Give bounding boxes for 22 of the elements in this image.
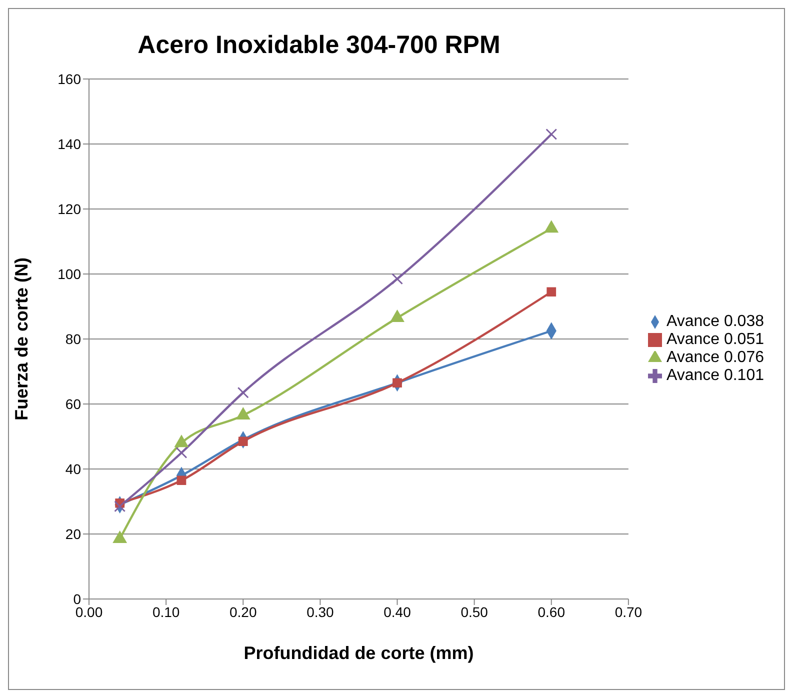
chart-title: Acero Inoxidable 304-700 RPM [136, 31, 502, 60]
y-tick-label: 60 [65, 396, 82, 412]
y-axis-title: Fuerza de corte (N) [11, 257, 32, 421]
x-tick-label: 0.50 [460, 604, 488, 620]
x-tick-label: 0.60 [538, 604, 566, 620]
y-tick-label: 80 [65, 330, 82, 347]
x-axis-title: Profundidad de corte (mm) [244, 643, 474, 663]
x-tick-label: 0.70 [614, 604, 642, 620]
legend-label: Avance 0.038 [666, 313, 764, 330]
legend-label: Avance 0.051 [666, 331, 764, 348]
x-tick-label: 0.10 [152, 604, 180, 620]
x-tick-label: 0.40 [384, 604, 412, 620]
y-tick-label: 160 [58, 70, 82, 87]
y-tick-label: 20 [65, 526, 82, 542]
y-tick-label: 140 [58, 136, 82, 152]
legend-label: Avance 0.101 [666, 367, 764, 384]
legend-label: Avance 0.076 [666, 349, 764, 366]
y-tick-label: 100 [58, 266, 82, 282]
y-tick-label: 120 [58, 200, 82, 217]
x-tick-label: 0.30 [306, 604, 334, 620]
x-tick-label: 0.20 [230, 604, 257, 620]
y-tick-label: 40 [65, 460, 82, 477]
